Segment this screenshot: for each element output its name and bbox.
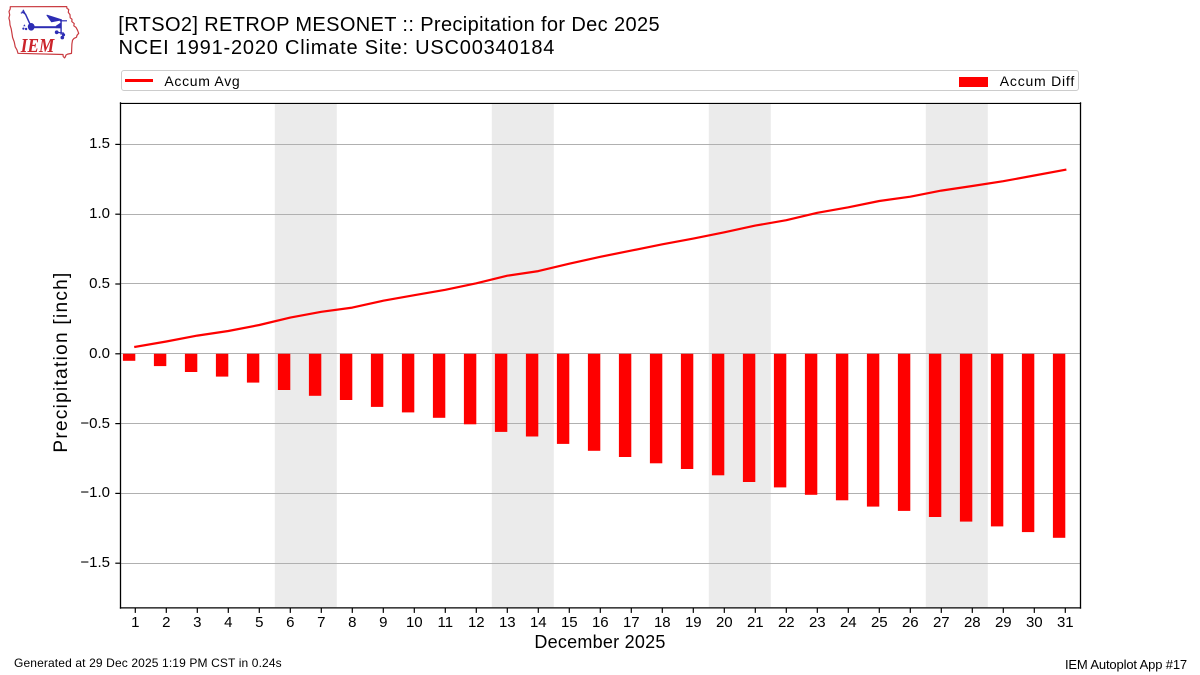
svg-text:IEM: IEM (20, 35, 55, 57)
